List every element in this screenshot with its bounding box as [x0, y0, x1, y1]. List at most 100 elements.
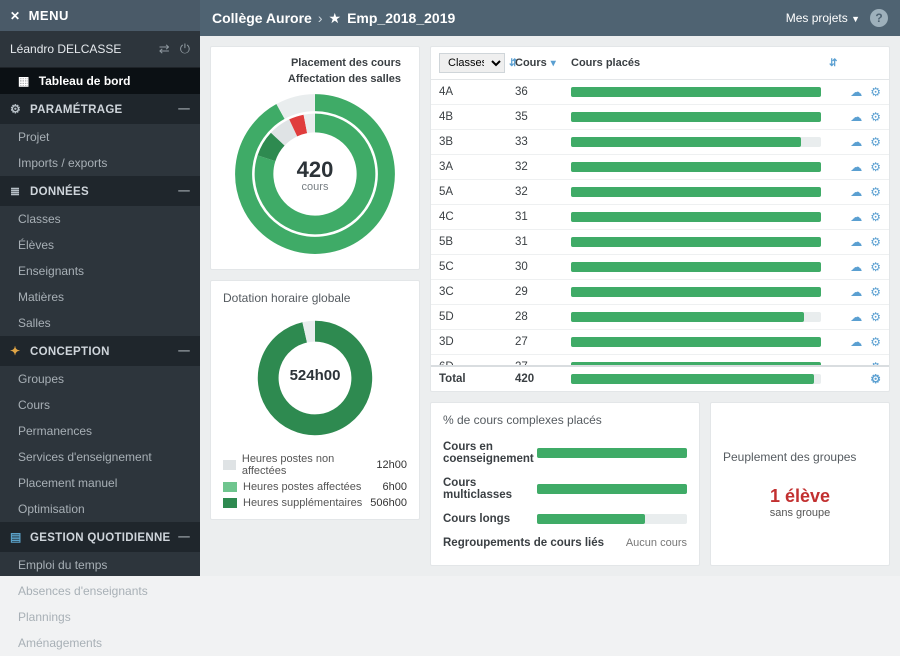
total-count: 420	[515, 373, 571, 385]
star-icon[interactable]: ★	[329, 10, 342, 27]
sidebar-item[interactable]: Absences d'enseignants	[0, 578, 200, 604]
sidebar-item-dashboard[interactable]: ▦ Tableau de bord	[0, 68, 200, 94]
section-title: DONNÉES	[30, 186, 89, 198]
help-icon[interactable]: ?	[870, 9, 888, 27]
cloud-icon[interactable]: ☁	[850, 285, 862, 299]
legend-placement: Placement des cours	[223, 57, 407, 69]
groups-sub: sans groupe	[770, 507, 831, 519]
sidebar-item[interactable]: Plannings	[0, 604, 200, 630]
settings-icon[interactable]: ⚙	[870, 85, 881, 99]
sort-icon[interactable]: ⇵	[829, 58, 837, 69]
cloud-icon[interactable]: ☁	[850, 210, 862, 224]
cloud-icon[interactable]: ☁	[850, 235, 862, 249]
cloud-icon[interactable]: ☁	[850, 260, 862, 274]
settings-icon[interactable]: ⚙	[870, 372, 881, 386]
table-row[interactable]: 6D 27 ☁ ⚙	[431, 355, 889, 365]
hours-card: Dotation horaire globale 524h00 Heures p…	[210, 280, 420, 520]
table-row[interactable]: 5D 28 ☁ ⚙	[431, 305, 889, 330]
settings-icon[interactable]: ⚙	[870, 235, 881, 249]
settings-icon[interactable]: ⚙	[870, 310, 881, 324]
sidebar-item[interactable]: Imports / exports	[0, 150, 200, 176]
groups-title: Peuplement des groupes	[723, 450, 856, 464]
cloud-icon[interactable]: ☁	[850, 335, 862, 349]
sidebar-item[interactable]: Cours	[0, 392, 200, 418]
collapse-icon: —	[178, 531, 190, 543]
menu-label: MENU	[29, 8, 69, 23]
table-row[interactable]: 3C 29 ☁ ⚙	[431, 280, 889, 305]
table-row[interactable]: 4B 35 ☁ ⚙	[431, 105, 889, 130]
table-row[interactable]: 5A 32 ☁ ⚙	[431, 180, 889, 205]
table-row[interactable]: 4A 36 ☁ ⚙	[431, 80, 889, 105]
collapse-icon: —	[178, 185, 190, 197]
cloud-icon[interactable]: ☁	[850, 135, 862, 149]
settings-icon[interactable]: ⚙	[870, 335, 881, 349]
settings-icon[interactable]: ⚙	[870, 260, 881, 274]
sidebar-item[interactable]: Enseignants	[0, 258, 200, 284]
settings-icon[interactable]: ⚙	[870, 110, 881, 124]
topbar: Collège Aurore › ★ Emp_2018_2019 Mes pro…	[200, 0, 900, 36]
user-name: Léandro DELCASSE	[10, 42, 121, 56]
projects-dropdown[interactable]: Mes projets ▼	[786, 11, 860, 25]
table-row[interactable]: 3A 32 ☁ ⚙	[431, 155, 889, 180]
complex-row: Cours multiclasses	[443, 471, 687, 507]
user-row: Léandro DELCASSE ⇄ ⏻	[0, 31, 200, 68]
breadcrumb: Collège Aurore › ★ Emp_2018_2019	[212, 10, 455, 27]
section-title: CONCEPTION	[30, 346, 110, 358]
table-row[interactable]: 5C 30 ☁ ⚙	[431, 255, 889, 280]
main: Collège Aurore › ★ Emp_2018_2019 Mes pro…	[200, 0, 900, 576]
gear-icon: ⚙	[10, 102, 24, 116]
cloud-icon[interactable]: ☁	[850, 160, 862, 174]
section-gestion[interactable]: ▤GESTION QUOTIDIENNE —	[0, 522, 200, 552]
breadcrumb-sep: ›	[318, 10, 323, 26]
sidebar-item[interactable]: Emploi du temps	[0, 552, 200, 578]
cloud-icon[interactable]: ☁	[850, 110, 862, 124]
cloud-icon[interactable]: ☁	[850, 310, 862, 324]
table-row[interactable]: 3B 33 ☁ ⚙	[431, 130, 889, 155]
sidebar-item[interactable]: Placement manuel	[0, 470, 200, 496]
table-row[interactable]: 4C 31 ☁ ⚙	[431, 205, 889, 230]
close-icon: ✕	[10, 9, 21, 23]
puzzle-icon: ✦	[10, 344, 24, 358]
settings-icon[interactable]: ⚙	[870, 185, 881, 199]
sidebar-item-label: Tableau de bord	[39, 74, 131, 88]
breadcrumb-root[interactable]: Collège Aurore	[212, 10, 312, 26]
settings-icon[interactable]: ⇄	[159, 41, 170, 57]
sidebar-item[interactable]: Matières	[0, 284, 200, 310]
settings-icon[interactable]: ⚙	[870, 285, 881, 299]
power-icon[interactable]: ⏻	[180, 41, 190, 57]
settings-icon[interactable]: ⚙	[870, 135, 881, 149]
settings-icon[interactable]: ⚙	[870, 160, 881, 174]
section-title: GESTION QUOTIDIENNE	[30, 532, 171, 544]
column-select[interactable]: Classes	[439, 53, 505, 73]
settings-icon[interactable]: ⚙	[870, 210, 881, 224]
table-total-row: Total 420 ⚙	[431, 365, 889, 391]
cloud-icon[interactable]: ☁	[850, 185, 862, 199]
classes-table: Classes ⇵ Cours ▾ Cours placés ⇵	[430, 46, 890, 392]
table-row[interactable]: 5B 31 ☁ ⚙	[431, 230, 889, 255]
sidebar-item[interactable]: Élèves	[0, 232, 200, 258]
section-parametrage[interactable]: ⚙PARAMÉTRAGE —	[0, 94, 200, 124]
chevron-down-icon: ▼	[851, 14, 860, 24]
sort-icon[interactable]: ▾	[551, 58, 556, 69]
complex-card: % de cours complexes placés Cours en coe…	[430, 402, 700, 566]
sidebar-item[interactable]: Permanences	[0, 418, 200, 444]
section-conception[interactable]: ✦CONCEPTION —	[0, 336, 200, 366]
sidebar-item[interactable]: Aménagements	[0, 630, 200, 656]
menu-toggle[interactable]: ✕ MENU	[0, 0, 200, 31]
table-body[interactable]: 4A 36 ☁ ⚙ 4B 35 ☁ ⚙ 3B 33 ☁ ⚙ 3A 32	[431, 80, 889, 365]
sidebar-item[interactable]: Salles	[0, 310, 200, 336]
regroup-value: Aucun cours	[626, 537, 687, 549]
donut-center-label: cours	[230, 181, 400, 193]
sidebar-item[interactable]: Services d'enseignement	[0, 444, 200, 470]
section-donnees[interactable]: ≣DONNÉES —	[0, 176, 200, 206]
sidebar-item[interactable]: Groupes	[0, 366, 200, 392]
legend-row: Heures supplémentaires506h00	[223, 497, 407, 509]
cloud-icon[interactable]: ☁	[850, 85, 862, 99]
table-row[interactable]: 3D 27 ☁ ⚙	[431, 330, 889, 355]
hours-title: Dotation horaire globale	[223, 291, 407, 305]
table-header: Classes ⇵ Cours ▾ Cours placés ⇵	[431, 47, 889, 80]
sidebar-item[interactable]: Projet	[0, 124, 200, 150]
projects-label: Mes projets	[786, 11, 848, 25]
sidebar-item[interactable]: Classes	[0, 206, 200, 232]
sidebar-item[interactable]: Optimisation	[0, 496, 200, 522]
